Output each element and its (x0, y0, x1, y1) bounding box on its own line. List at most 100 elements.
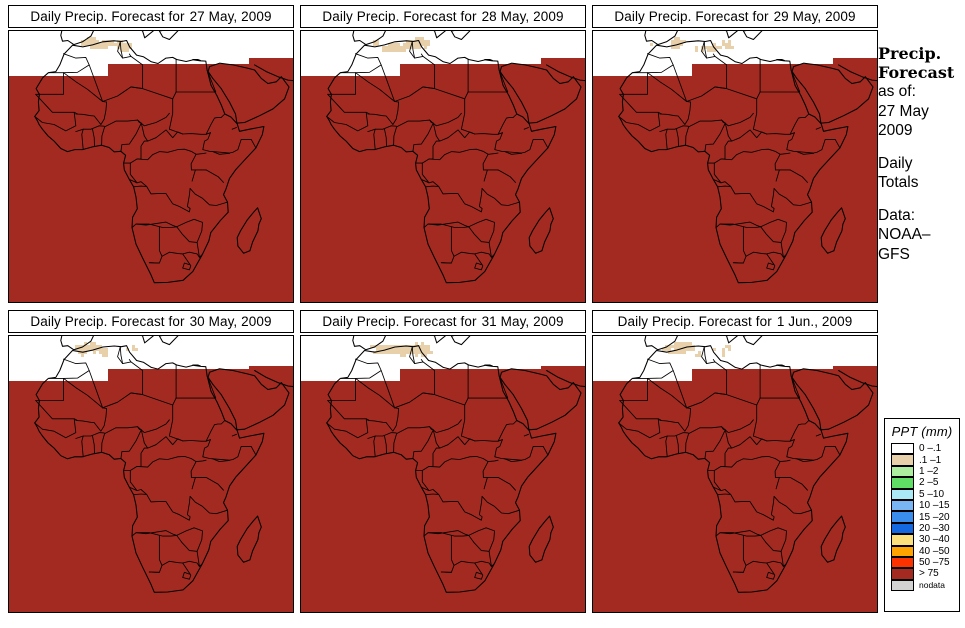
panel-title-date: 30 May, 2009 (189, 314, 272, 329)
panel-title-date: 29 May, 2009 (773, 9, 856, 24)
panel-title-date: 1 Jun., 2009 (776, 314, 853, 329)
map-africa-2[interactable] (300, 30, 586, 303)
legend-entry: .1 –1 (891, 454, 959, 466)
coastline-layer (326, 336, 585, 593)
panel-title-5: Daily Precip. Forecast for 31 May, 2009 (300, 310, 586, 333)
forecast-panel-3: Daily Precip. Forecast for 29 May, 2009 (592, 5, 878, 303)
sidebar-caption: Precip. Forecast as of: 27 May 2009 Dail… (878, 44, 964, 264)
precip-map-svg (301, 336, 585, 612)
legend-swatch (891, 511, 914, 523)
forecast-panel-1: Daily Precip. Forecast for 27 May, 2009 (8, 5, 294, 303)
legend-entry: 0 –.1 (891, 443, 959, 455)
sidebar-asof-date-line1: 27 May (878, 102, 929, 120)
precip-map-svg (9, 336, 293, 612)
precip-raster-layer (373, 37, 430, 52)
legend-entry: 15 –20 (891, 511, 959, 523)
legend-swatch (891, 499, 914, 512)
sidebar-totals-line2: Totals (878, 174, 919, 191)
precip-map-svg (301, 31, 585, 302)
panel-title-3: Daily Precip. Forecast for 29 May, 2009 (592, 5, 878, 28)
precip-raster-layer (593, 58, 877, 302)
forecast-panel-6: Daily Precip. Forecast for 1 Jun., 2009 (592, 310, 878, 613)
legend-entry: 2 –5 (891, 477, 959, 489)
sidebar-spacer-2 (878, 193, 964, 206)
legend-label: 30 –40 (919, 534, 950, 546)
precip-raster-layer (650, 37, 734, 52)
map-africa-3[interactable] (592, 30, 878, 303)
legend-label: > 75 (919, 568, 939, 580)
panel-title-4: Daily Precip. Forecast for 30 May, 2009 (8, 310, 294, 333)
coastline-layer (618, 31, 877, 284)
legend-entry: 50 –75 (891, 556, 959, 569)
sidebar-spacer-1 (878, 141, 964, 154)
sidebar-data-label: Data: (878, 206, 916, 224)
legend-swatch (891, 443, 914, 455)
legend-label: 2 –5 (919, 477, 939, 489)
panel-title-lead: Daily Precip. Forecast for (322, 9, 477, 24)
country-borders-layer (618, 41, 841, 271)
sidebar-title-line1: Precip. (878, 44, 942, 63)
country-borders-layer (326, 41, 549, 271)
forecast-panel-5: Daily Precip. Forecast for 31 May, 2009 (300, 310, 586, 613)
legend-title: PPT (mm) (891, 424, 953, 439)
panel-title-date: 31 May, 2009 (481, 314, 564, 329)
legend-swatch (891, 488, 914, 500)
panel-title-date: 28 May, 2009 (481, 9, 564, 24)
legend-swatch (891, 477, 914, 489)
panel-title-6: Daily Precip. Forecast for 1 Jun., 2009 (592, 310, 878, 333)
forecast-panel-2: Daily Precip. Forecast for 28 May, 2009 (300, 5, 586, 303)
legend-label: 1 –2 (919, 465, 939, 477)
precip-map-svg (593, 31, 877, 302)
precip-raster-layer (81, 37, 132, 52)
precip-raster-layer (301, 58, 585, 302)
precip-map-svg (593, 336, 877, 612)
legend-label: 15 –20 (919, 511, 950, 523)
forecast-panel-4: Daily Precip. Forecast for 30 May, 2009 (8, 310, 294, 613)
panel-title-lead: Daily Precip. Forecast for (617, 314, 772, 329)
sidebar-asof-date-line2: 2009 (878, 122, 913, 139)
precip-raster-layer (593, 366, 877, 612)
legend-entry: 10 –15 (891, 499, 959, 512)
legend-swatch (891, 545, 914, 557)
precip-raster-layer (9, 58, 293, 302)
precip-raster-layer (9, 366, 293, 612)
legend-label: 40 –50 (919, 545, 950, 557)
legend-label: .1 –1 (919, 454, 942, 466)
map-africa-5[interactable] (300, 335, 586, 613)
precip-raster-layer (662, 342, 731, 357)
country-borders-layer (34, 41, 257, 271)
legend-swatch (891, 579, 914, 592)
legend-label: 10 –15 (919, 500, 950, 512)
legend-entry: 1 –2 (891, 465, 959, 478)
legend-entry: 30 –40 (891, 534, 959, 546)
map-africa-6[interactable] (592, 335, 878, 613)
map-africa-4[interactable] (8, 335, 294, 613)
coastline-layer (618, 336, 877, 593)
sidebar-asof-label: as of: (878, 83, 916, 100)
country-borders-layer (34, 346, 257, 580)
panel-title-lead: Daily Precip. Forecast for (322, 314, 477, 329)
panel-title-date: 27 May, 2009 (189, 9, 272, 24)
coastline-layer (326, 31, 585, 284)
panel-title-lead: Daily Precip. Forecast for (30, 9, 185, 24)
sidebar-data-source-line2: GFS (878, 245, 910, 263)
legend-entry: 20 –30 (891, 522, 959, 535)
legend-entry: 40 –50 (891, 545, 959, 557)
legend-label: 0 –.1 (919, 443, 942, 455)
legend-swatch (891, 465, 914, 478)
sidebar-title-line2: Forecast (878, 63, 955, 82)
coastline-layer (34, 31, 293, 284)
legend-label: 50 –75 (919, 557, 950, 569)
map-africa-1[interactable] (8, 30, 294, 303)
legend-swatch (891, 522, 914, 535)
legend-entry-list: 0 –.1.1 –1 1 –2 2 –5 5 –10 10 –15 15 –20 20 –3… (885, 443, 959, 592)
legend-swatch (891, 454, 914, 466)
legend-entry: nodata (891, 579, 959, 592)
sidebar-data-source-line1: NOAA– (878, 226, 931, 243)
panel-title-1: Daily Precip. Forecast for 27 May, 2009 (8, 5, 294, 28)
precip-raster-layer (301, 366, 585, 612)
legend-swatch (891, 568, 914, 580)
panel-title-lead: Daily Precip. Forecast for (614, 9, 769, 24)
sidebar-totals-line1: Daily (878, 154, 913, 172)
legend-label: 5 –10 (919, 488, 945, 500)
